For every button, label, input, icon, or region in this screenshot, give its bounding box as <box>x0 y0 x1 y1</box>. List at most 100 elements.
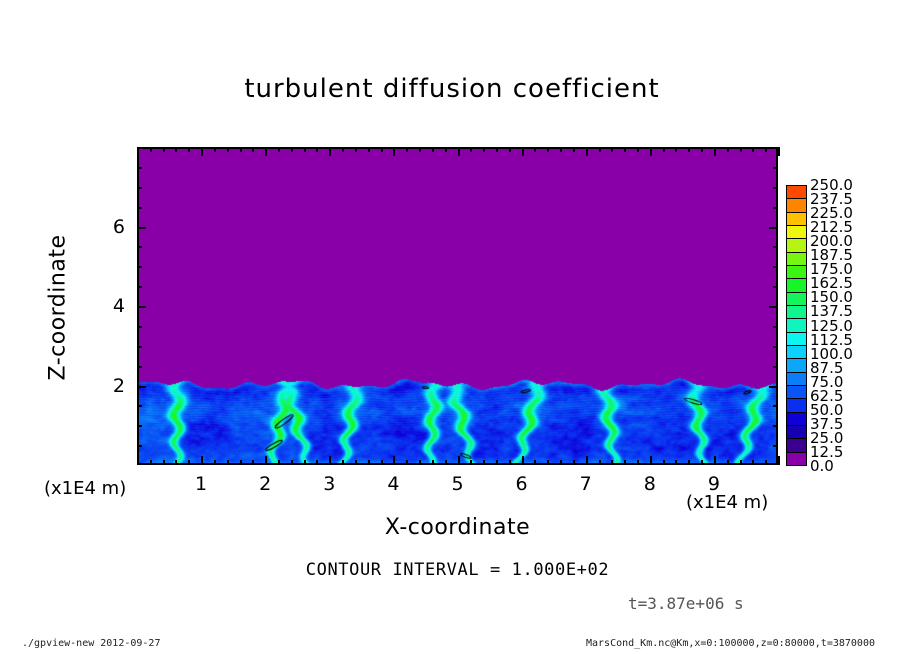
axis-tick <box>278 460 280 465</box>
axis-tick <box>265 456 267 465</box>
axis-tick <box>316 460 318 465</box>
axis-tick <box>773 266 778 268</box>
colorbar-labels: 0.0 12.5 25.0 37.5 50.0 62.5 75.0 87.5 100.0 112.… <box>810 176 880 474</box>
axis-tick <box>188 147 190 152</box>
x-axis-tick-label: 8 <box>643 473 656 495</box>
axis-tick <box>509 460 511 465</box>
axis-tick <box>714 456 716 465</box>
axis-tick <box>470 460 472 465</box>
axis-tick <box>355 460 357 465</box>
x-axis-tick-label: 6 <box>515 473 528 495</box>
axis-tick <box>252 147 254 152</box>
x-axis-tick-label: 2 <box>259 473 272 495</box>
axis-tick <box>773 405 778 407</box>
axis-tick <box>150 460 152 465</box>
axis-tick <box>201 456 203 465</box>
axis-tick <box>586 147 588 156</box>
axis-tick <box>137 386 146 388</box>
axis-tick <box>393 147 395 156</box>
colorbar-band <box>787 319 806 333</box>
axis-tick <box>470 147 472 152</box>
axis-tick <box>329 456 331 465</box>
colorbar-tick-label: 50.0 <box>810 400 844 419</box>
axis-tick <box>163 147 165 152</box>
colorbar-band <box>787 199 806 213</box>
plot-frame <box>137 147 778 465</box>
axis-tick <box>175 460 177 465</box>
x-axis-tick-label: 1 <box>195 473 208 495</box>
axis-tick <box>329 147 331 156</box>
axis-tick <box>137 227 146 229</box>
axis-tick <box>752 460 754 465</box>
axis-tick <box>432 460 434 465</box>
axis-tick <box>137 445 142 447</box>
axis-tick <box>599 460 601 465</box>
x-axis-title: X-coordinate <box>384 515 531 540</box>
colorbar-band <box>787 452 806 465</box>
axis-tick <box>137 167 142 169</box>
axis-tick <box>727 460 729 465</box>
axis-tick <box>483 460 485 465</box>
axis-tick <box>573 460 575 465</box>
colorbar-tick-label: 62.5 <box>810 386 844 405</box>
x-axis-tick-label: 3 <box>323 473 336 495</box>
x-axis-unit-label: (x1E4 m) <box>686 492 769 513</box>
axis-tick <box>573 147 575 152</box>
axis-tick <box>769 306 778 308</box>
axis-tick <box>291 460 293 465</box>
axis-tick <box>534 147 536 152</box>
axis-tick <box>773 207 778 209</box>
axis-tick <box>214 460 216 465</box>
colorbar-band <box>787 372 806 387</box>
axis-tick <box>611 147 613 152</box>
axis-tick <box>291 147 293 152</box>
colorbar-tick-label: 112.5 <box>810 330 853 349</box>
axis-tick <box>522 147 524 156</box>
axis-tick <box>624 460 626 465</box>
axis-tick <box>342 460 344 465</box>
axis-tick <box>175 147 177 152</box>
axis-tick <box>214 147 216 152</box>
axis-tick <box>252 460 254 465</box>
axis-tick <box>304 460 306 465</box>
axis-tick <box>137 346 142 348</box>
colorbar-band <box>787 266 806 280</box>
axis-tick <box>637 460 639 465</box>
axis-tick <box>773 246 778 248</box>
axis-tick <box>381 147 383 152</box>
axis-tick <box>675 147 677 152</box>
colorbar-tick-label: 150.0 <box>810 288 853 307</box>
axis-tick <box>560 147 562 152</box>
colorbar-band <box>787 226 806 240</box>
axis-tick <box>701 147 703 152</box>
axis-tick <box>765 147 767 152</box>
axis-tick <box>586 456 588 465</box>
colorbar-band <box>787 292 806 307</box>
contour-interval-label: CONTOUR INTERVAL = 1.000E+02 <box>305 560 610 580</box>
axis-tick <box>740 460 742 465</box>
axis-tick <box>522 456 524 465</box>
axis-tick <box>688 460 690 465</box>
colorbar-band <box>787 186 806 200</box>
axis-tick <box>769 227 778 229</box>
axis-tick <box>137 306 146 308</box>
axis-tick <box>769 386 778 388</box>
axis-tick <box>611 460 613 465</box>
axis-tick <box>368 147 370 152</box>
x-axis-tick-label: 5 <box>451 473 464 495</box>
colorbar-tick-label: 250.0 <box>810 176 853 194</box>
axis-tick <box>714 147 716 156</box>
axis-tick <box>624 147 626 152</box>
colorbar-tick-label: 75.0 <box>810 372 844 391</box>
axis-tick <box>163 460 165 465</box>
axis-tick <box>445 147 447 152</box>
axis-tick <box>688 147 690 152</box>
axis-tick <box>137 366 142 368</box>
axis-tick <box>650 147 652 156</box>
y-axis-unit-label: (x1E4 m) <box>44 478 127 499</box>
axis-tick <box>778 147 780 156</box>
axis-tick <box>406 147 408 152</box>
colorbar-band <box>787 439 806 453</box>
x-axis-tick-label: 9 <box>707 473 720 495</box>
page-title: turbulent diffusion coefficient <box>244 74 660 104</box>
